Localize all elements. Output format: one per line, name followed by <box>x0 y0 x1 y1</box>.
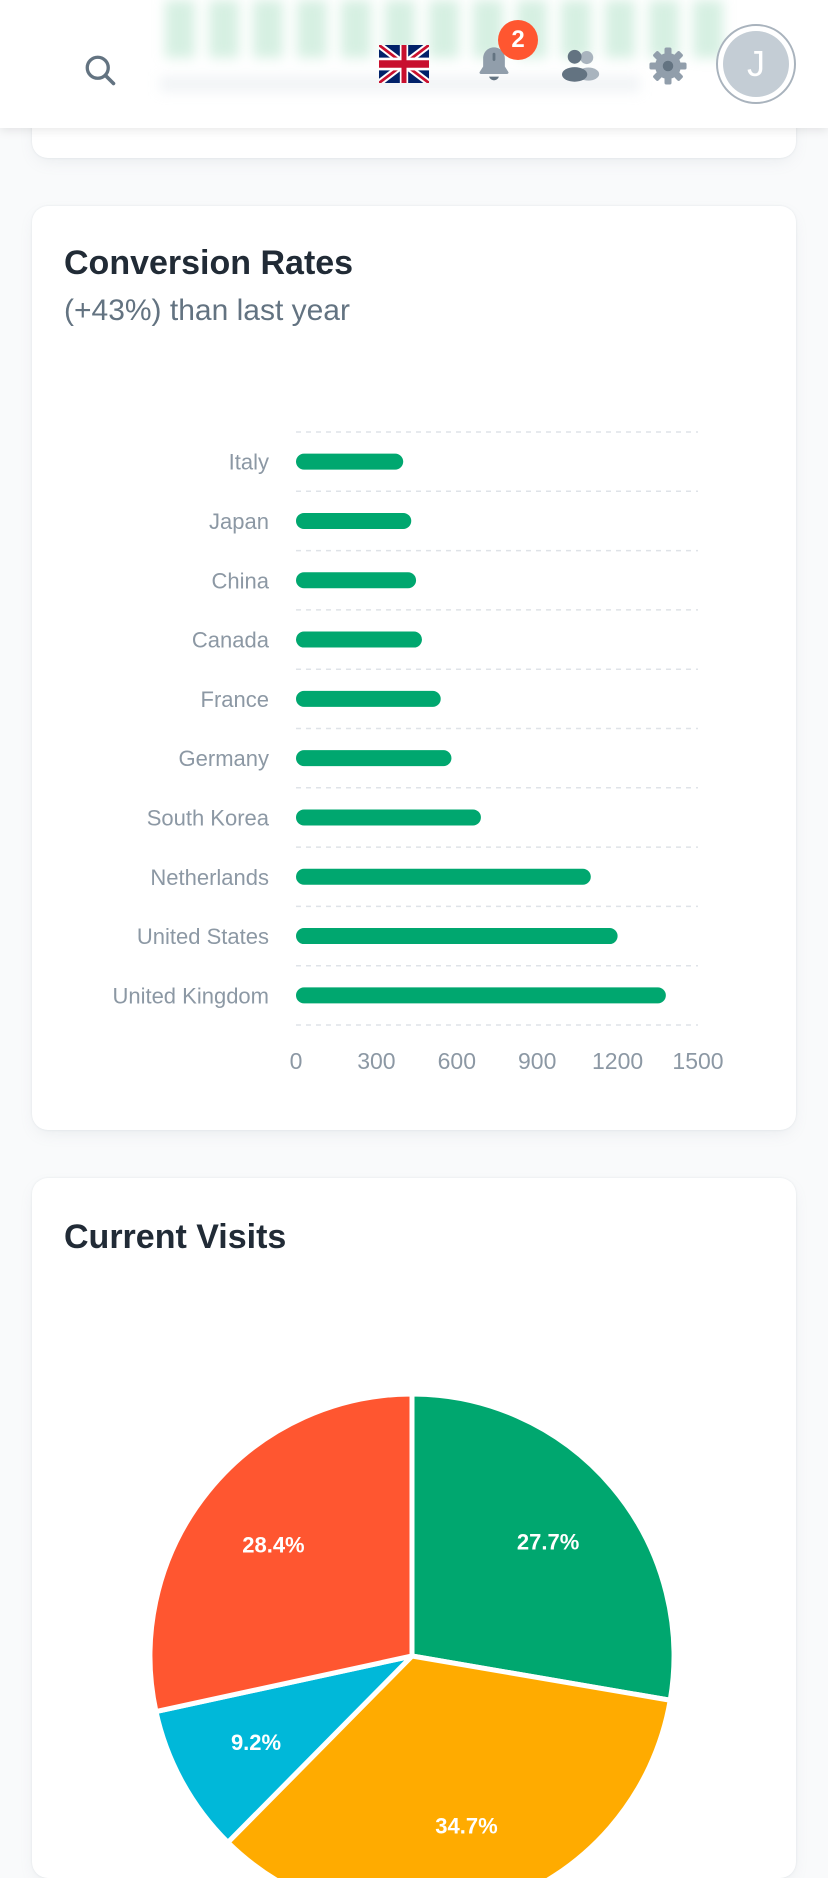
bar-france[interactable] <box>296 690 441 707</box>
category-label: France <box>201 687 269 712</box>
pie-slice-label: 27.7% <box>517 1529 579 1554</box>
x-tick-label: 300 <box>357 1048 395 1074</box>
uk-flag-icon <box>379 45 429 83</box>
language-button[interactable] <box>376 42 432 86</box>
bar-south-korea[interactable] <box>296 809 481 826</box>
contacts-icon <box>561 49 600 82</box>
x-tick-label: 0 <box>290 1048 303 1074</box>
bar-united-kingdom[interactable] <box>296 987 666 1004</box>
app-header: 2 J <box>0 0 828 128</box>
bar-united-states[interactable] <box>296 928 618 945</box>
x-tick-label: 1500 <box>672 1048 723 1074</box>
category-label: Germany <box>179 746 269 771</box>
blurred-background-strip-secondary <box>160 76 640 92</box>
notification-count-badge: 2 <box>498 20 538 60</box>
x-tick-label: 1200 <box>592 1048 643 1074</box>
x-tick-label: 900 <box>518 1048 556 1074</box>
conversion-bar-chart: Italy Japan China Canada France Germany South … <box>112 431 724 1074</box>
search-button[interactable] <box>72 42 128 98</box>
blurred-background-strip <box>165 0 725 58</box>
conversion-rates-subtitle: (+43%) than last year <box>64 294 350 327</box>
pie-slice-label: 28.4% <box>242 1532 304 1557</box>
conversion-rates-card: Conversion Rates (+43%) than last year I… <box>32 206 796 1130</box>
bar-canada[interactable] <box>296 631 422 648</box>
category-label: China <box>212 568 270 593</box>
bar-china[interactable] <box>296 572 417 589</box>
bar-netherlands[interactable] <box>296 868 591 885</box>
settings-button[interactable] <box>640 38 696 94</box>
bar-italy[interactable] <box>296 453 404 470</box>
bar-germany[interactable] <box>296 750 452 767</box>
conversion-rates-title: Conversion Rates <box>64 244 354 282</box>
current-visits-pie-chart: 27.7% 34.7% 9.2% 28.4% <box>147 1391 677 1878</box>
current-visits-card: Current Visits 27.7% 34.7% 9.2% 28.4% <box>32 1178 796 1878</box>
contacts-button[interactable] <box>552 38 608 94</box>
pie-slice[interactable] <box>147 1391 415 1715</box>
bar-japan[interactable] <box>296 512 412 529</box>
category-label: Netherlands <box>150 865 269 890</box>
category-label: South Korea <box>147 805 270 830</box>
category-label: Canada <box>192 628 270 653</box>
category-label: Italy <box>229 450 269 475</box>
category-label: Japan <box>209 509 269 534</box>
search-icon <box>85 55 116 86</box>
avatar-initial: J <box>723 31 789 97</box>
current-visits-title: Current Visits <box>64 1218 287 1256</box>
bell-icon <box>479 47 509 81</box>
pie-slice-label: 9.2% <box>231 1730 281 1755</box>
category-label: United States <box>137 924 269 949</box>
notifications-button[interactable] <box>466 36 522 92</box>
category-label: United Kingdom <box>112 983 269 1008</box>
pie-slice[interactable] <box>409 1391 677 1703</box>
x-tick-label: 600 <box>438 1048 476 1074</box>
gear-icon <box>649 47 687 85</box>
account-avatar-button[interactable]: J <box>716 24 796 104</box>
pie-slice-label: 34.7% <box>435 1813 497 1838</box>
